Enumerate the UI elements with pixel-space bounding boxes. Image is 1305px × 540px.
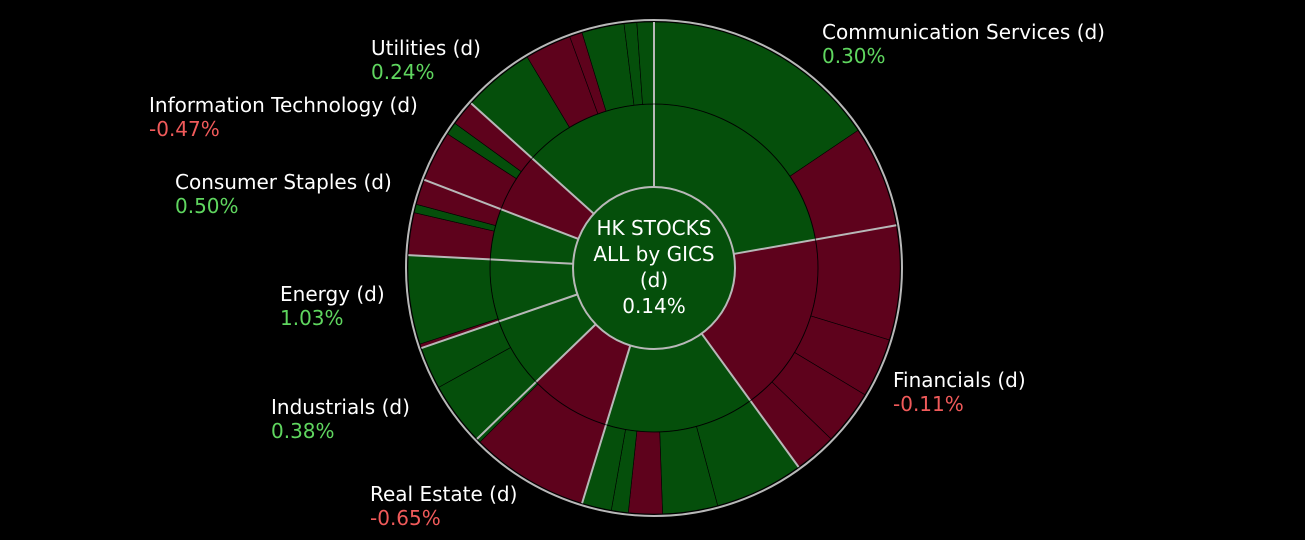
separator-financials xyxy=(733,224,897,255)
center-value: 0.14% xyxy=(622,294,686,318)
sector-name: Consumer Staples (d) xyxy=(175,170,392,194)
center-line-1: HK STOCKS xyxy=(596,216,712,240)
label-energy[interactable]: Energy (d) 1.03% xyxy=(280,282,385,330)
middle-ring-outline xyxy=(489,103,819,433)
label-utilities[interactable]: Utilities (d) 0.24% xyxy=(371,36,481,84)
sector-name: Information Technology (d) xyxy=(149,93,418,117)
sector-change: 0.24% xyxy=(371,60,435,84)
sector-name: Energy (d) xyxy=(280,282,385,306)
sunburst-rings xyxy=(407,21,901,515)
sector-name: Industrials (d) xyxy=(271,395,410,419)
label-financials[interactable]: Financials (d) -0.11% xyxy=(893,368,1026,416)
label-industrials[interactable]: Industrials (d) 0.38% xyxy=(271,395,410,443)
center-label: HK STOCKS ALL by GICS (d) 0.14% xyxy=(573,215,735,319)
sector-change: 1.03% xyxy=(280,306,344,330)
sector-change: 0.38% xyxy=(271,419,335,443)
center-line-2: ALL by GICS xyxy=(593,242,715,266)
center-line-3: (d) xyxy=(639,268,669,292)
sector-name: Financials (d) xyxy=(893,368,1026,392)
label-consumer-staples[interactable]: Consumer Staples (d) 0.50% xyxy=(175,170,392,218)
separator-consumer-staples xyxy=(408,254,574,265)
sector-separators xyxy=(408,22,897,504)
sector-name: Utilities (d) xyxy=(371,36,481,60)
outer-border-ring xyxy=(405,19,903,517)
sector-name: Communication Services (d) xyxy=(822,20,1105,44)
center-disc xyxy=(572,186,736,350)
separator-utilities xyxy=(470,102,595,215)
label-communication-services[interactable]: Communication Services (d) 0.30% xyxy=(822,20,1105,68)
separator-real-estate xyxy=(581,345,632,504)
separator-information-technology xyxy=(423,178,579,240)
label-real-estate[interactable]: Real Estate (d) -0.65% xyxy=(370,482,517,530)
label-information-technology[interactable]: Information Technology (d) -0.47% xyxy=(149,93,418,141)
sector-change: -0.47% xyxy=(149,117,220,141)
sector-change: 0.30% xyxy=(822,44,886,68)
separator-industrials xyxy=(476,323,597,440)
sector-name: Real Estate (d) xyxy=(370,482,518,506)
separator-energy xyxy=(421,293,578,350)
sector-change: -0.11% xyxy=(893,392,964,416)
separator-consumer-discretionary xyxy=(700,332,800,468)
sector-change: 0.50% xyxy=(175,194,239,218)
sector-change: -0.65% xyxy=(370,506,441,530)
